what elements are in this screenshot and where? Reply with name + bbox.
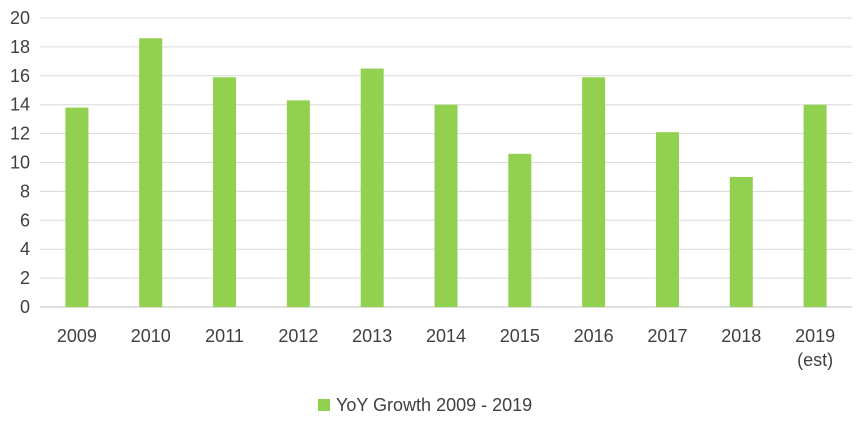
bar (286, 100, 310, 308)
x-tick-label: 2015 (500, 326, 540, 346)
y-tick-label: 14 (10, 95, 30, 115)
y-tick-label: 18 (10, 37, 30, 57)
bar (655, 132, 679, 307)
x-tick-label: 2018 (721, 326, 761, 346)
bar (213, 77, 237, 308)
bar (803, 104, 827, 307)
x-tick-label: 2013 (352, 326, 392, 346)
y-axis-ticks: 0 2 4 6 8 10 12 14 16 18 20 (10, 8, 30, 317)
y-tick-label: 2 (20, 268, 30, 288)
x-tick-label: 2012 (278, 326, 318, 346)
x-tick-label: 2014 (426, 326, 466, 346)
y-tick-label: 20 (10, 8, 30, 28)
y-tick-label: 8 (20, 181, 30, 201)
x-tick-label: 2010 (131, 326, 171, 346)
bar (139, 38, 163, 307)
bar (582, 77, 606, 308)
bars (65, 38, 827, 308)
y-tick-label: 16 (10, 66, 30, 86)
y-tick-label: 0 (20, 297, 30, 317)
y-tick-label: 6 (20, 210, 30, 230)
x-tick-label: 2017 (647, 326, 687, 346)
x-tick-label: 2019 (est) (795, 326, 835, 370)
legend-swatch (318, 399, 330, 411)
x-tick-label: 2011 (205, 326, 244, 346)
x-tick-label: 2016 (574, 326, 614, 346)
x-axis-ticks: 2009 2010 2011 2012 2013 2014 2015 2016 2017 2018… (57, 326, 835, 370)
y-tick-label: 4 (20, 239, 30, 259)
bar (729, 176, 753, 307)
bar (434, 104, 458, 307)
y-tick-label: 12 (10, 124, 30, 144)
x-tick-label: 2009 (57, 326, 97, 346)
bar (65, 107, 89, 307)
bar (360, 68, 384, 307)
y-tick-label: 10 (10, 153, 30, 173)
legend: YoY Growth 2009 - 2019 (318, 395, 532, 415)
legend-label: YoY Growth 2009 - 2019 (336, 395, 532, 415)
bar (508, 153, 532, 307)
